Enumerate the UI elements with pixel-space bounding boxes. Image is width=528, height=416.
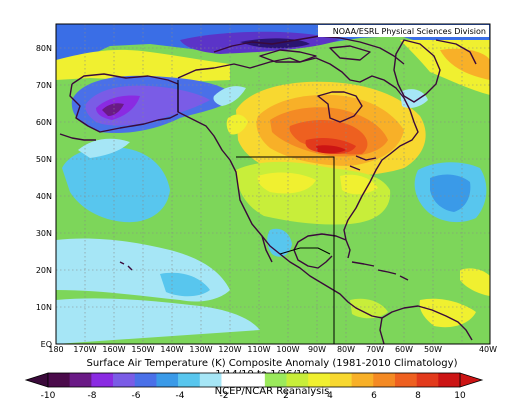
lon-label: 80W <box>337 345 355 354</box>
data-source: NCEP/NCAR Reanalysis <box>215 386 330 397</box>
colorbar-cell <box>221 373 244 387</box>
colorbar: NCEP/NCAR Reanalysis -10 -8 -6 -4 -2 2 4 6 8 10 <box>24 372 484 401</box>
colorbar-label: -6 <box>132 391 141 401</box>
lat-label: 30N <box>36 229 52 238</box>
lon-label: 110W <box>247 345 270 354</box>
colorbar-cell <box>178 373 201 387</box>
colorbar-cell <box>329 373 352 387</box>
colorbar-cell <box>48 373 70 387</box>
colorbar-cell <box>394 373 417 387</box>
colorbar-cell <box>243 373 266 387</box>
colorbar-cell <box>134 373 157 387</box>
map-title: Surface Air Temperature (K) Composite An… <box>87 358 458 369</box>
colorbar-label: 8 <box>415 391 421 401</box>
colorbar-cell <box>416 373 439 387</box>
lat-label: 80N <box>36 44 52 53</box>
lon-label: 170W <box>73 345 96 354</box>
colorbar-label: 2 <box>283 391 289 401</box>
lat-label: 60N <box>36 118 52 127</box>
colorbar-cell <box>351 373 374 387</box>
lon-label: 100W <box>276 345 299 354</box>
lat-labels: EQ 10N 20N 30N 40N 50N 60N 70N 80N <box>36 44 52 349</box>
lon-label: 60W <box>395 345 413 354</box>
lon-label: 70W <box>366 345 384 354</box>
lon-label: 130W <box>189 345 212 354</box>
colorbar-cell <box>91 373 114 387</box>
lat-label: 40N <box>36 192 52 201</box>
colorbar-low-arrow <box>24 372 49 388</box>
lon-label: 140W <box>160 345 183 354</box>
colorbar-label: -2 <box>220 391 229 401</box>
colorbar-cell <box>113 373 136 387</box>
colorbar-cell <box>373 373 396 387</box>
anomaly-fill <box>56 24 490 344</box>
colorbar-cell <box>199 373 222 387</box>
colorbar-label: -4 <box>176 391 185 401</box>
colorbar-label: 6 <box>371 391 377 401</box>
lon-label: 180 <box>48 345 63 354</box>
lon-label: 90W <box>308 345 326 354</box>
lon-label: 120W <box>218 345 241 354</box>
credit-text: NOAA/ESRL Physical Sciences Division <box>333 27 486 36</box>
credit-box <box>318 25 489 37</box>
colorbar-label: -10 <box>41 391 56 401</box>
colorbar-high-arrow <box>459 372 484 388</box>
lat-label: 50N <box>36 155 52 164</box>
lon-label: 50W <box>424 345 442 354</box>
lat-label: 70N <box>36 81 52 90</box>
colorbar-cell <box>156 373 179 387</box>
colorbar-cell <box>264 373 287 387</box>
colorbar-label: 4 <box>327 391 333 401</box>
lon-label: 160W <box>102 345 125 354</box>
colorbar-frame <box>47 372 461 388</box>
lon-labels: 180 170W 160W 150W 140W 130W 120W 110W 1… <box>48 345 497 354</box>
plot-frame <box>55 23 491 345</box>
lat-label: 10N <box>36 303 52 312</box>
colorbar-cell <box>286 373 309 387</box>
colorbar-cell <box>308 373 331 387</box>
lon-label: 150W <box>131 345 154 354</box>
colorbar-cell <box>69 373 92 387</box>
colorbar-label: -8 <box>88 391 97 401</box>
colorbar-cell <box>438 373 461 387</box>
lat-label: EQ <box>41 340 52 349</box>
colorbar-label: 10 <box>454 391 466 401</box>
borders <box>177 80 335 344</box>
lat-label: 20N <box>36 266 52 275</box>
lon-label: 40W <box>479 345 497 354</box>
